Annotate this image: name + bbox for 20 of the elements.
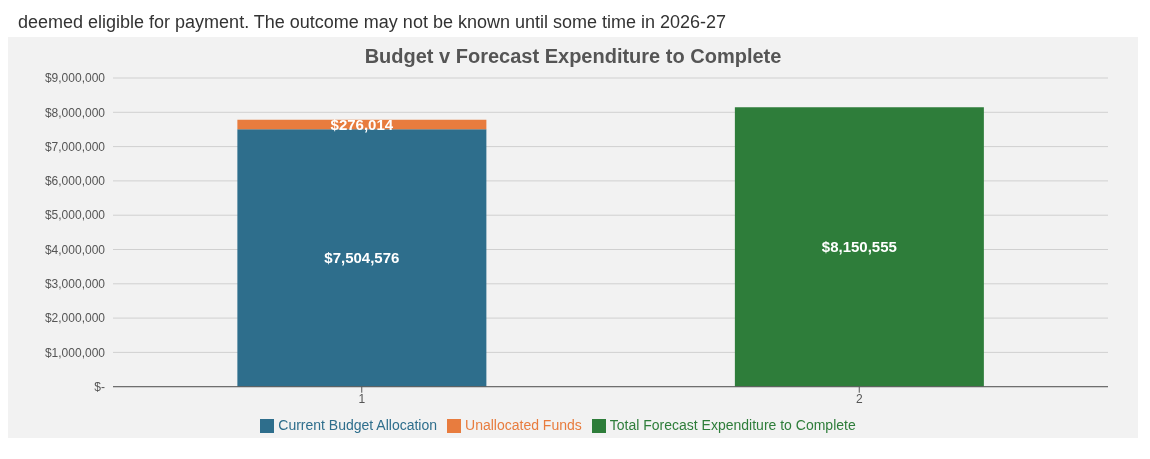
chart-title: Budget v Forecast Expenditure to Complete [363, 44, 783, 68]
y-tick-label: $5,000,000 [44, 208, 106, 223]
data-label: $8,150,555 [821, 237, 897, 255]
y-tick-label: $1,000,000 [44, 345, 106, 360]
legend-label: Total Forecast Expenditure to Complete [609, 416, 856, 433]
x-tick-label: 2 [855, 392, 863, 407]
y-tick-label: $9,000,000 [44, 71, 106, 86]
y-tick-label: $7,000,000 [44, 139, 106, 154]
legend-label: Unallocated Funds [465, 416, 582, 433]
legend-label: Current Budget Allocation [278, 416, 438, 433]
y-tick-label: $2,000,000 [44, 311, 106, 326]
data-label: $7,504,576 [324, 249, 400, 266]
y-tick-label: $- [94, 379, 105, 394]
y-tick-label: $8,000,000 [44, 105, 106, 120]
y-tick-label: $6,000,000 [44, 174, 106, 189]
x-tick-label: 1 [358, 392, 366, 407]
data-label: $276,014 [330, 115, 394, 133]
text: deemed eligible for payment. The outcome may not be known until some time in 2026-27 [8, 8, 1138, 37]
y-tick-label: $3,000,000 [44, 277, 106, 292]
y-tick-label: $4,000,000 [44, 242, 106, 257]
